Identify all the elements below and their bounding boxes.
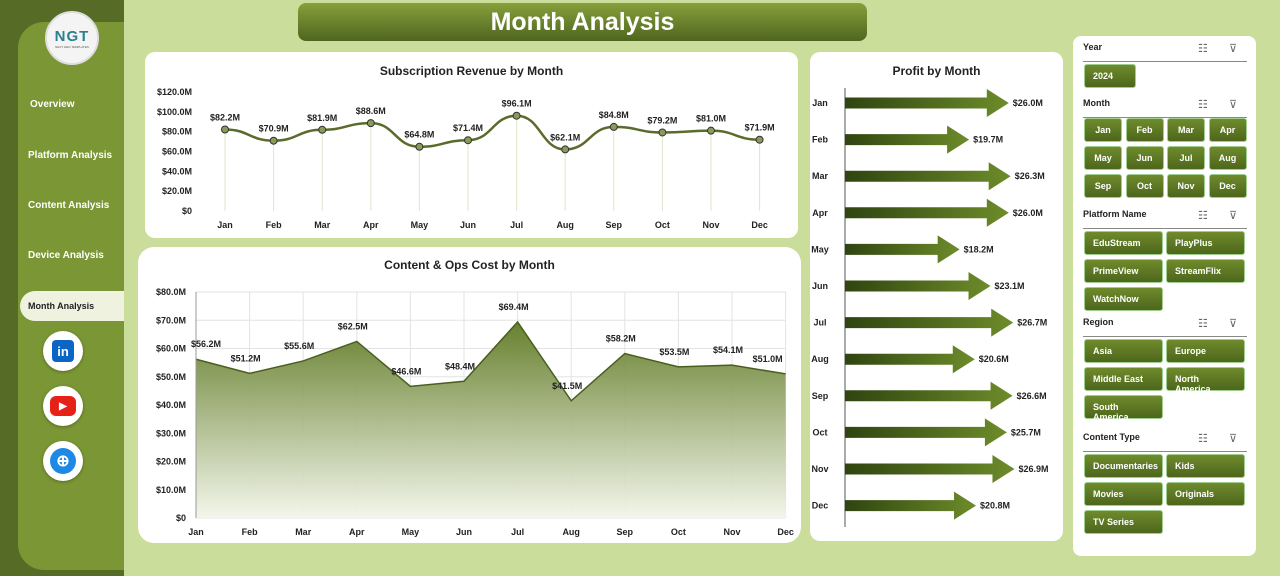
content-type-slicer-item[interactable]: Originals — [1166, 482, 1245, 506]
region-slicer-header: Region ☷ ⊽ — [1083, 317, 1247, 337]
revenue-chart-title: Subscription Revenue by Month — [379, 64, 564, 78]
slicer-title: Month — [1083, 98, 1110, 108]
year-slicer-item[interactable]: 2024 — [1084, 64, 1136, 88]
clear-filter-icon[interactable]: ⊽ — [1229, 433, 1238, 445]
linkedin-button[interactable]: in — [43, 331, 83, 371]
cost-chart-card: Content & Ops Cost by Month — [138, 247, 801, 543]
linkedin-icon: in — [52, 340, 74, 362]
slicer-title: Year — [1083, 42, 1103, 52]
region-slicer-item[interactable]: North America — [1166, 367, 1245, 394]
sidebar: NGT NEXT GEN TEMPLATES Overview Platform … — [0, 0, 124, 576]
platform-name-slicer-header: Platform Name ☷ ⊽ — [1083, 209, 1247, 229]
multi-select-icon[interactable]: ☷ — [1198, 210, 1208, 222]
youtube-button[interactable]: ▶ — [43, 386, 83, 426]
logo-text: NGT — [54, 27, 90, 45]
content-type-slicer-item[interactable]: Documentaries — [1084, 454, 1163, 478]
clear-filter-icon[interactable]: ⊽ — [1229, 210, 1238, 222]
slicer-title: Region — [1083, 317, 1114, 327]
month-slicer-item[interactable]: Feb — [1125, 118, 1164, 142]
multi-select-icon[interactable]: ☷ — [1198, 433, 1208, 445]
logo-tagline: NEXT GEN TEMPLATES — [55, 44, 89, 49]
content-type-slicer-item[interactable]: TV Series — [1084, 510, 1163, 534]
slicer-title: Platform Name — [1083, 209, 1147, 219]
multi-select-icon[interactable]: ☷ — [1198, 318, 1208, 330]
month-slicer-item[interactable]: May — [1084, 146, 1122, 170]
month-slicer-item[interactable]: Sep — [1084, 174, 1122, 198]
month-slicer-item[interactable]: Oct — [1125, 174, 1164, 198]
platform-name-slicer-item[interactable]: WatchNow — [1084, 287, 1163, 311]
clear-filter-icon[interactable]: ⊽ — [1229, 99, 1238, 111]
platform-name-slicer-item[interactable]: EduStream — [1084, 231, 1163, 255]
page-title: Month Analysis — [298, 3, 867, 41]
logo: NGT NEXT GEN TEMPLATES — [45, 11, 99, 65]
nav-month-analysis[interactable]: Month Analysis — [20, 291, 124, 321]
website-button[interactable]: ⊕ — [43, 441, 83, 481]
slicer-title: Content Type — [1083, 432, 1140, 442]
month-slicer-item[interactable]: Jun — [1125, 146, 1164, 170]
nav-device-analysis[interactable]: Device Analysis — [28, 250, 104, 261]
content-type-slicer-item[interactable]: Kids — [1166, 454, 1245, 478]
platform-name-slicer-item[interactable]: PlayPlus — [1166, 231, 1245, 255]
revenue-chart-card: Subscription Revenue by Month — [145, 52, 798, 238]
month-slicer-item[interactable]: Jul — [1167, 146, 1205, 170]
month-slicer-item[interactable]: Apr — [1208, 118, 1247, 142]
region-slicer-item[interactable]: South America — [1084, 395, 1163, 422]
youtube-icon: ▶ — [50, 396, 76, 416]
multi-select-icon[interactable]: ☷ — [1198, 99, 1208, 111]
content-type-slicer-header: Content Type ☷ ⊽ — [1083, 432, 1247, 452]
profit-chart-card: Profit by Month — [810, 52, 1063, 541]
nav-platform-analysis[interactable]: Platform Analysis — [28, 150, 113, 161]
region-slicer-item[interactable]: Middle East — [1084, 367, 1163, 391]
cost-chart-title: Content & Ops Cost by Month — [384, 258, 555, 272]
globe-icon: ⊕ — [50, 448, 76, 474]
clear-filter-icon[interactable]: ⊽ — [1229, 43, 1238, 55]
profit-chart-title: Profit by Month — [892, 64, 981, 78]
nav-content-analysis[interactable]: Content Analysis — [28, 200, 110, 211]
multi-select-icon[interactable]: ☷ — [1198, 43, 1208, 55]
month-slicer-item[interactable]: Aug — [1208, 146, 1247, 170]
month-slicer-item[interactable]: Jan — [1084, 118, 1122, 142]
region-slicer-item[interactable]: Europe — [1166, 339, 1245, 363]
slicer-panel: Year ☷ ⊽ 2024 Month ☷ ⊽ Jan Feb Mar Apr May Jun Jul Au… — [1073, 36, 1256, 556]
nav-overview[interactable]: Overview — [30, 99, 75, 110]
month-slicer-item[interactable]: Nov — [1167, 174, 1205, 198]
year-slicer-header: Year ☷ ⊽ — [1083, 42, 1247, 62]
region-slicer-item[interactable]: Asia — [1084, 339, 1163, 363]
platform-name-slicer-item[interactable]: PrimeView — [1084, 259, 1163, 283]
month-slicer-item[interactable]: Mar — [1167, 118, 1205, 142]
clear-filter-icon[interactable]: ⊽ — [1229, 318, 1238, 330]
month-slicer-header: Month ☷ ⊽ — [1083, 98, 1247, 118]
platform-name-slicer-item[interactable]: StreamFlix — [1166, 259, 1245, 283]
month-slicer-item[interactable]: Dec — [1208, 174, 1247, 198]
content-type-slicer-item[interactable]: Movies — [1084, 482, 1163, 506]
